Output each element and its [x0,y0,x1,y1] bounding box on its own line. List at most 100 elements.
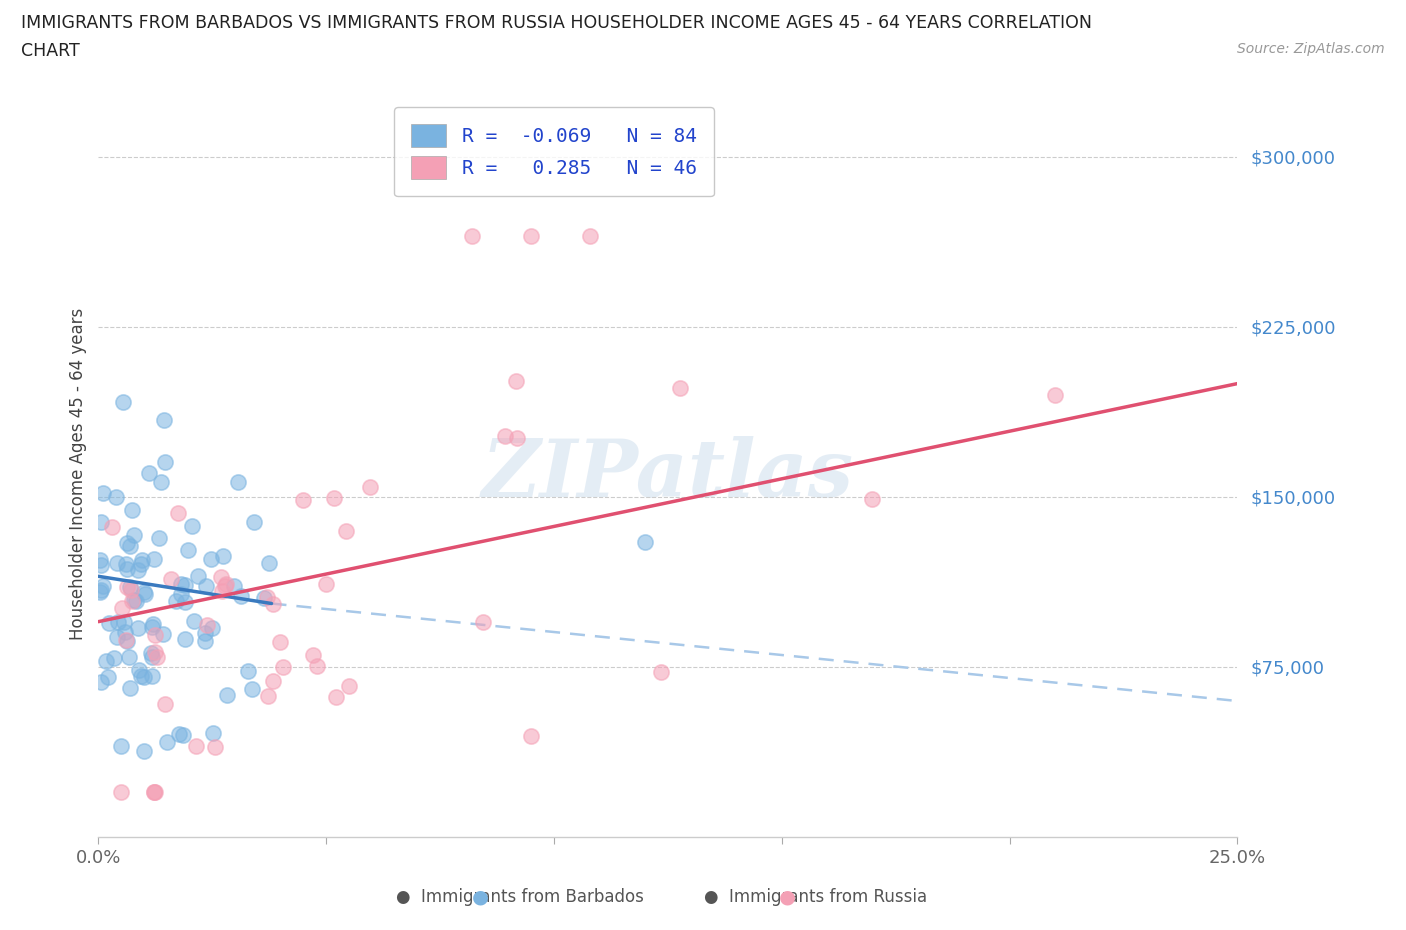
Point [138,465,160,480]
Point [118,681,141,696]
Point [112,615,135,630]
Point [325,689,347,704]
Point [115,562,138,577]
Point [143,628,166,643]
Point [180,519,202,534]
Point [315,577,337,591]
Point [634,535,657,550]
Point [127,563,149,578]
Point [200,551,222,566]
Point [128,663,150,678]
Point [167,726,190,741]
Point [124,592,146,607]
Point [120,582,142,597]
Point [291,493,314,508]
Point [105,555,128,570]
Point [110,784,132,799]
Point [132,743,155,758]
Text: ●: ● [471,888,488,907]
Point [505,374,527,389]
Point [520,229,543,244]
Point [91,578,114,593]
Point [224,579,246,594]
Point [494,429,516,444]
Point [131,552,153,567]
Point [105,489,128,504]
Point [134,670,156,684]
Point [167,506,190,521]
Y-axis label: Householder Income Ages 45 - 64 years: Householder Income Ages 45 - 64 years [69,308,87,641]
Point [142,552,165,567]
Point [141,619,163,634]
Point [170,587,193,602]
Point [256,589,278,604]
Point [194,625,217,640]
Point [271,659,294,674]
Point [229,589,252,604]
Point [90,583,112,598]
Point [174,594,197,609]
Point [305,658,328,673]
Text: CHART: CHART [21,42,80,60]
Point [107,614,129,629]
Point [142,616,165,631]
Point [461,229,484,244]
Point [302,647,325,662]
Point [153,412,176,427]
Point [101,520,124,535]
Point [153,454,176,469]
Point [114,557,136,572]
Point [323,491,346,506]
Point [195,618,218,632]
Point [110,601,132,616]
Point [97,616,120,631]
Point [201,620,224,635]
Point [127,621,149,636]
Point [89,552,111,567]
Point [139,646,162,661]
Point [257,688,280,703]
Point [122,527,145,542]
Point [118,650,141,665]
Point [115,536,138,551]
Point [90,557,112,572]
Point [103,651,125,666]
Text: ZIPatlas: ZIPatlas [482,435,853,513]
Point [184,738,207,753]
Point [176,542,198,557]
Point [579,229,602,244]
Point [134,584,156,599]
Point [105,630,128,644]
Point [118,579,141,594]
Point [183,614,205,629]
Point [170,577,193,591]
Point [129,557,152,572]
Legend: R =  -0.069   N = 84, R =   0.285   N = 46: R = -0.069 N = 84, R = 0.285 N = 46 [394,107,714,196]
Point [650,665,672,680]
Point [335,524,357,538]
Point [114,624,136,639]
Point [236,664,259,679]
Point [110,738,132,753]
Point [209,569,232,584]
Text: ●  Immigrants from Russia: ● Immigrants from Russia [704,888,928,906]
Point [129,669,152,684]
Point [90,514,112,529]
Point [121,502,143,517]
Point [215,687,238,702]
Point [187,568,209,583]
Text: ●  Immigrants from Barbados: ● Immigrants from Barbados [396,888,644,906]
Point [172,727,194,742]
Point [211,583,233,598]
Point [134,587,156,602]
Point [212,549,235,564]
Point [202,725,225,740]
Point [194,634,217,649]
Point [153,697,176,711]
Point [143,784,166,799]
Point [215,577,238,591]
Point [148,530,170,545]
Point [506,431,529,445]
Point [669,381,692,396]
Point [226,474,249,489]
